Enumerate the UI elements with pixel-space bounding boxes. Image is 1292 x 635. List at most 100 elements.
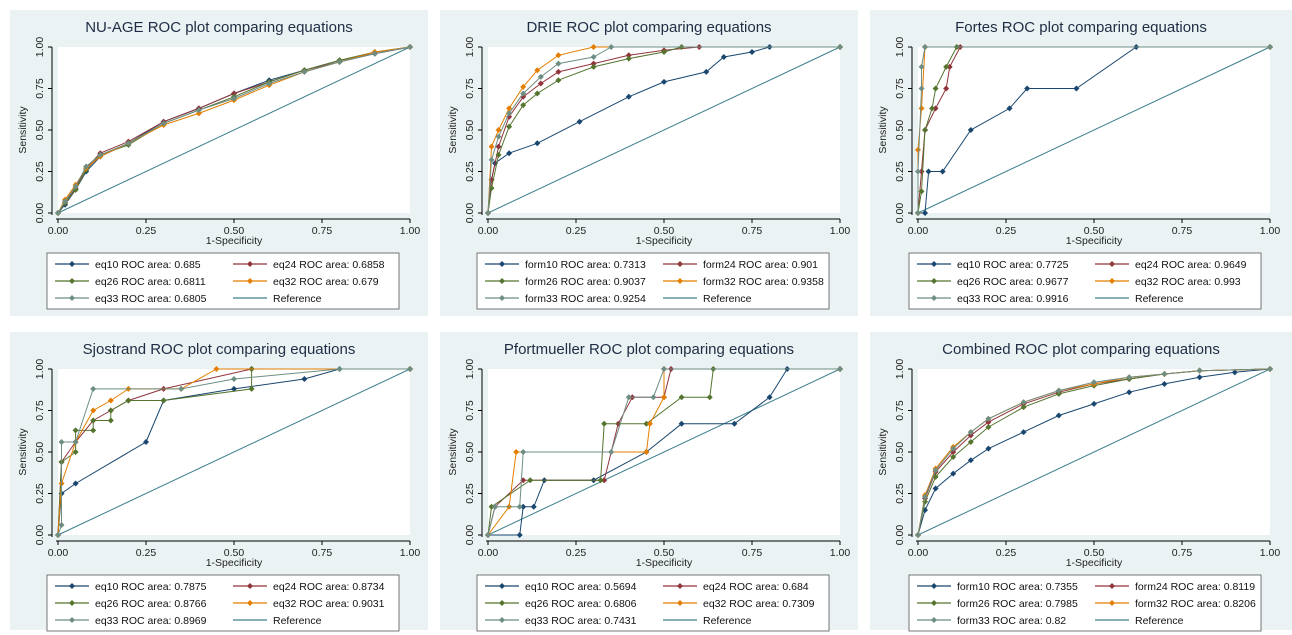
legend-label: eq26 ROC area: 0.6811: [95, 276, 206, 288]
legend-label: form26 ROC area: 0.9037: [525, 276, 646, 288]
data-point: [125, 397, 132, 404]
legend-label: Reference: [273, 293, 322, 305]
data-point: [506, 113, 513, 120]
legend-label: Reference: [703, 615, 752, 627]
data-point: [932, 473, 939, 480]
roc-panel-6: Combined ROC plot comparing equations 0.0…: [870, 332, 1292, 632]
y-tick-label: 0.00: [894, 525, 906, 546]
roc-panel-4: Sjostrand ROC plot comparing equations 0.…: [10, 332, 428, 632]
data-point: [922, 44, 929, 50]
data-point: [661, 394, 667, 401]
data-point: [918, 85, 925, 92]
legend-box: [476, 252, 830, 310]
data-point: [922, 498, 929, 505]
data-point: [1091, 400, 1097, 407]
data-point: [125, 140, 132, 147]
data-point: [932, 105, 939, 112]
data-point: [590, 63, 597, 70]
y-tick-label: 0.00: [34, 525, 46, 546]
series-line-1: [488, 368, 840, 536]
data-point: [520, 83, 527, 90]
y-tick-label: 0.00: [894, 203, 906, 224]
roc-panel-2: DRIE ROC plot comparing equations 0.00 0.2…: [440, 10, 858, 316]
y-tick-label: 0.50: [894, 442, 906, 463]
x-tick-label: 0.50: [1084, 547, 1105, 559]
y-axis-label: Sensitivity: [877, 428, 889, 476]
y-axis-label: Sensitivity: [447, 106, 459, 154]
data-point: [485, 210, 491, 216]
y-tick-label: 0.25: [464, 161, 476, 182]
legend-label: eq26 ROC area: 0.6806: [525, 598, 637, 610]
data-point: [608, 44, 615, 50]
y-tick-label: 0.50: [34, 120, 46, 141]
data-point: [488, 503, 495, 510]
x-axis-label: 1-Specificity: [636, 557, 693, 569]
x-tick-label: 0.25: [136, 225, 157, 237]
data-point: [231, 90, 237, 97]
data-point: [946, 63, 953, 70]
data-point: [495, 127, 502, 133]
roc-chart-svg: Pfortmueller ROC plot comparing equation…: [447, 341, 850, 632]
legend-marker: [1109, 261, 1115, 267]
data-point: [407, 366, 413, 372]
data-point: [107, 417, 114, 424]
roc-chart-svg: NU-AGE ROC plot comparing equations0.000…: [17, 19, 421, 310]
chart-title: Pfortmueller ROC plot comparing equation…: [504, 341, 794, 358]
data-point: [231, 385, 237, 392]
legend-marker: [1109, 583, 1115, 589]
legend-label: Reference: [1135, 293, 1184, 305]
data-point: [929, 105, 936, 112]
legend-label: form24 ROC area: 0.8119: [1135, 581, 1255, 593]
data-point: [1073, 85, 1080, 92]
data-point: [703, 68, 710, 75]
data-point: [516, 532, 523, 538]
legend-marker: [247, 278, 253, 284]
data-point: [520, 102, 527, 109]
x-tick-label: 0.00: [478, 547, 499, 559]
data-point: [1267, 44, 1273, 50]
data-point: [939, 168, 946, 175]
data-point: [1231, 369, 1238, 376]
data-point: [1020, 399, 1027, 406]
data-point: [1020, 404, 1027, 411]
legend-marker: [1109, 600, 1115, 606]
legend-box: [908, 574, 1262, 632]
data-point: [530, 503, 537, 510]
x-tick-label: 0.50: [224, 225, 245, 237]
data-point: [83, 163, 90, 170]
legend-marker: [69, 583, 75, 589]
legend-marker: [69, 278, 75, 284]
data-point: [407, 44, 413, 50]
legend-label: eq24 ROC area: 0.8734: [273, 581, 385, 593]
data-point: [967, 457, 974, 464]
x-tick-label: 1.00: [400, 547, 421, 559]
legend-label: eq33 ROC area: 0.6805: [95, 293, 207, 305]
x-tick-label: 1.00: [400, 225, 421, 237]
data-point: [643, 449, 650, 455]
legend-label: eq26 ROC area: 0.8766: [95, 598, 207, 610]
data-point: [492, 503, 499, 510]
data-point: [918, 188, 925, 195]
legend-label: eq24 ROC area: 0.684: [703, 581, 809, 593]
y-tick-label: 1.00: [34, 37, 46, 58]
y-tick-label: 0.75: [894, 78, 906, 99]
x-tick-label: 0.25: [136, 547, 157, 559]
legend-marker: [499, 261, 505, 267]
y-tick-label: 0.25: [464, 483, 476, 504]
data-point: [922, 507, 929, 514]
y-tick-label: 1.00: [894, 37, 906, 58]
data-point: [922, 210, 929, 216]
data-point: [516, 503, 523, 510]
legend-marker: [247, 600, 253, 606]
data-point: [1161, 380, 1168, 387]
data-point: [506, 150, 513, 157]
data-point: [950, 453, 957, 460]
x-tick-label: 0.00: [48, 547, 69, 559]
legend-label: eq32 ROC area: 0.7309: [703, 598, 815, 610]
data-point: [1126, 389, 1133, 396]
series-line-5: [917, 46, 1270, 213]
data-point: [1020, 429, 1027, 436]
data-point: [661, 78, 667, 85]
chart-title: NU-AGE ROC plot comparing equations: [85, 19, 353, 36]
legend-label: eq32 ROC area: 0.9031: [273, 598, 385, 610]
